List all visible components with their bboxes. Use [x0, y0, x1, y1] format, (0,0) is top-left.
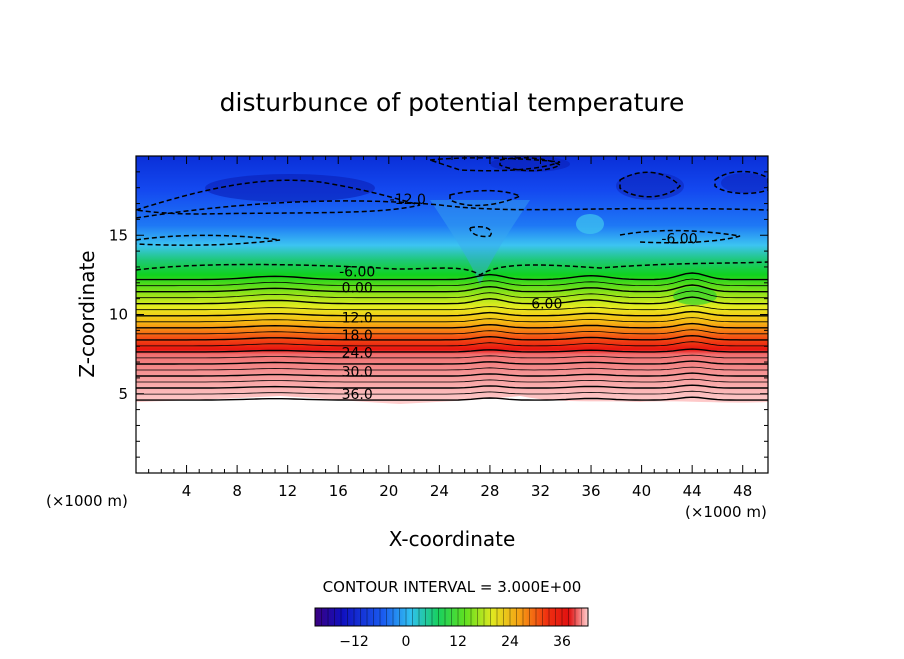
- negative-contour: [136, 234, 281, 246]
- colorbar-tick-label: 36: [553, 634, 571, 650]
- contour-line: [136, 334, 768, 341]
- contour-line: [136, 329, 768, 335]
- contour-label: 24.0: [342, 346, 373, 362]
- negative-contour: [714, 170, 768, 195]
- contour-line: [136, 390, 768, 395]
- x-tick-label: 40: [632, 482, 651, 500]
- negative-contour: [136, 200, 768, 219]
- x-tick-label: 32: [531, 482, 550, 500]
- chart-title: disturbunce of potential temperature: [220, 88, 685, 117]
- contour-label: 18.0: [342, 328, 373, 344]
- y-tick-label: 15: [109, 226, 128, 244]
- contour-line: [136, 278, 768, 287]
- plot-field: -12.0-6.00-6.000.006.0012.018.024.030.03…: [136, 156, 768, 404]
- contour-line: [136, 354, 768, 359]
- cold-anomaly: [205, 174, 375, 202]
- contour-line: [136, 360, 768, 365]
- colorbar-tick-label: 0: [402, 634, 411, 650]
- x-unit-label: (×1000 m): [685, 503, 767, 521]
- contour-line: [136, 290, 768, 299]
- contour-label: -6.00: [339, 265, 375, 281]
- contour-labels: -12.0-6.00-6.000.006.0012.018.024.030.03…: [339, 192, 698, 403]
- colorbar-tick-label: 12: [449, 634, 467, 650]
- contour-line: [136, 384, 768, 389]
- negative-contour: [619, 229, 741, 244]
- y-axis: 5 10 15: [109, 171, 768, 458]
- x-axis-label: X-coordinate: [389, 527, 516, 551]
- contour-line: [136, 322, 768, 329]
- contour-label: -6.00: [661, 231, 697, 247]
- contour-line: [136, 341, 768, 347]
- x-tick-label: 36: [581, 482, 600, 500]
- colorbar-ticks: −12 0 12 24 36: [321, 608, 582, 650]
- x-tick-label: 20: [379, 482, 398, 500]
- y-tick-label: 5: [118, 385, 128, 403]
- contour-lines: [136, 272, 768, 401]
- negative-contours: [136, 156, 768, 276]
- contour-label: -12.0: [390, 192, 426, 208]
- warm-plume: [430, 200, 530, 285]
- contour-line: [136, 372, 768, 377]
- y-unit-label: (×1000 m): [46, 492, 128, 510]
- contour-line: [136, 348, 768, 353]
- negative-contour: [469, 225, 492, 238]
- x-tick-label: 12: [278, 482, 297, 500]
- contour-line: [136, 396, 768, 401]
- contour-line: [136, 378, 768, 383]
- contour-line: [136, 366, 768, 371]
- negative-contour: [499, 156, 562, 172]
- warm-patch: [576, 214, 604, 234]
- contour-line: [136, 296, 768, 305]
- contour-line: [136, 317, 768, 323]
- x-tick-label: 16: [329, 482, 348, 500]
- contour-label: 36.0: [342, 387, 373, 403]
- x-tick-label: 8: [232, 482, 242, 500]
- negative-contour: [429, 157, 561, 172]
- contour-label: 0.00: [342, 281, 373, 297]
- contour-label: 6.00: [531, 296, 562, 312]
- cold-anomaly: [721, 173, 768, 193]
- negative-contour: [619, 171, 682, 198]
- y-tick-label: 10: [109, 306, 128, 324]
- colorbar-tick-label: −12: [339, 634, 369, 650]
- x-tick-label: 24: [430, 482, 449, 500]
- contour-line: [136, 272, 768, 281]
- contour-line: [136, 284, 768, 293]
- x-axis: 4 8 12 16 20 24 28 32 36 40 44 48: [148, 156, 756, 500]
- negative-contour: [136, 261, 768, 276]
- x-tick-label: 4: [182, 482, 192, 500]
- x-tick-label: 44: [683, 482, 702, 500]
- contour-line: [136, 305, 768, 311]
- negative-contour: [449, 189, 522, 207]
- contour-interval-label: CONTOUR INTERVAL = 3.000E+00: [323, 578, 582, 596]
- y-axis-label: Z-coordinate: [75, 250, 99, 377]
- x-tick-label: 28: [480, 482, 499, 500]
- colorbar-tick-label: 24: [501, 634, 519, 650]
- cold-anomaly: [616, 172, 684, 200]
- contour-line: [136, 310, 768, 317]
- x-tick-label: 48: [733, 482, 752, 500]
- contour-label: 30.0: [342, 365, 373, 381]
- contour-label: 12.0: [342, 311, 373, 327]
- negative-contour: [136, 179, 421, 215]
